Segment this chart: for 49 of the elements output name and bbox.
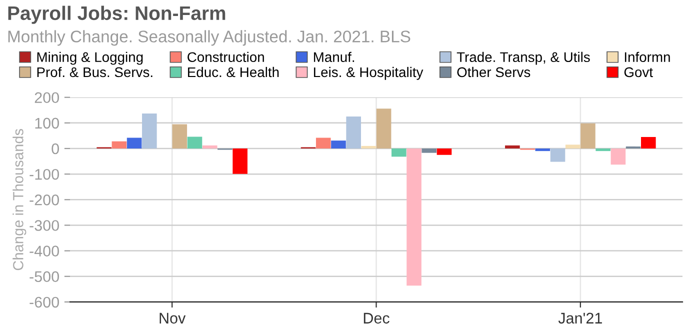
y-tick-label: 0 (52, 143, 59, 154)
legend-label: Govt (624, 67, 653, 78)
bar (112, 141, 127, 148)
bar (535, 148, 550, 152)
legend-label: Manuf. (314, 52, 354, 62)
legend-label: Mining & Logging (37, 52, 143, 65)
x-tick-label: Jan'21 (558, 312, 602, 324)
x-tick-label: Nov (160, 312, 186, 324)
y-tick-label: 100 (35, 118, 59, 129)
legend-label: Educ. & Health (188, 66, 279, 78)
bar (232, 148, 248, 174)
y-tick-label: -400 (30, 246, 59, 256)
bar (596, 148, 610, 152)
bar (505, 145, 520, 148)
bar (565, 144, 580, 148)
bar (422, 148, 437, 153)
bar (331, 140, 346, 148)
y-tick-label: -200 (30, 194, 59, 206)
legend-label: Trade. Transp, & Utils (456, 52, 590, 65)
bar (610, 148, 626, 165)
bar (376, 108, 392, 148)
bar (580, 123, 596, 148)
y-tick-label: -100 (30, 168, 59, 180)
chart-title: Payroll Jobs: Non-Farm (8, 6, 226, 24)
legend-label: Other Servs (457, 66, 530, 78)
bar (550, 148, 566, 162)
y-tick-label: -600 (30, 296, 59, 308)
legend-label: Construction (188, 52, 264, 62)
bar (202, 145, 218, 148)
bar (392, 148, 406, 157)
bar (436, 148, 452, 155)
bar (316, 138, 331, 148)
legend-label: Leis. & Hospitality (314, 66, 424, 80)
legend-label: Informn (624, 52, 670, 62)
bar (172, 124, 188, 148)
y-tick-label: -500 (30, 271, 59, 282)
y-tick-label: 200 (34, 92, 59, 104)
bar (346, 116, 361, 148)
bar (187, 136, 202, 148)
y-axis-title: Change in Thousands (12, 128, 26, 270)
chart-subtitle: Monthly Change. Seasonally Adjusted. Jan. 2021. BLS (8, 30, 410, 46)
bar (641, 136, 656, 148)
bar (142, 113, 157, 148)
bar (126, 138, 142, 148)
legend-label: Prof. & Bus. Servs. (37, 66, 152, 78)
y-tick-label: -300 (30, 220, 59, 231)
x-tick-label: Dec (364, 312, 390, 324)
bar (361, 146, 376, 148)
bar (406, 148, 422, 286)
